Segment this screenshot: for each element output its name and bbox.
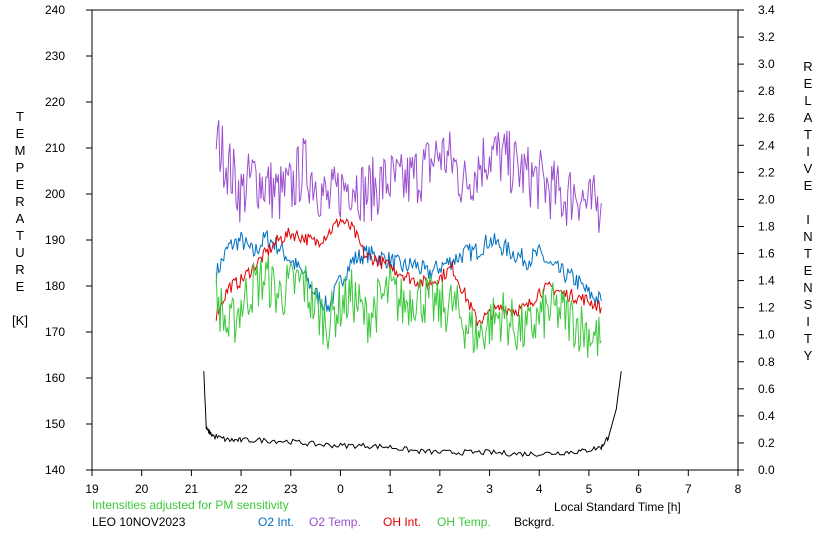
right-label-char: A (803, 110, 813, 125)
y-right-tick-label: 0.6 (758, 382, 775, 396)
legend-bckgrd: Bckgrd. (514, 515, 555, 529)
x-tick-label: 19 (85, 482, 99, 496)
left-label-char: [K] (12, 313, 28, 328)
right-label-char: E (803, 263, 813, 278)
y-left-tick-label: 240 (45, 3, 65, 17)
y-right-tick-label: 0.8 (758, 355, 775, 369)
y-right-tick-label: 3.4 (758, 3, 775, 17)
y-left-tick-label: 200 (45, 187, 65, 201)
right-label-char: I (806, 212, 810, 227)
series-line-oh-temp (215, 255, 602, 358)
x-axis: 19 20 21 22 23 0 1 2 3 4 5 6 7 8 (85, 470, 742, 496)
y-axis-left: 140 150 160 170 180 190 200 210 220 230 240 (45, 3, 92, 477)
x-tick-label: 20 (135, 482, 149, 496)
x-tick-label: 2 (437, 482, 444, 496)
y-right-tick-label: 1.6 (758, 247, 775, 261)
y-right-tick-label: 2.6 (758, 111, 775, 125)
right-label-char: V (803, 161, 813, 176)
legend-o2-int: O2 Int. (258, 515, 295, 529)
right-label-char: T (804, 331, 812, 346)
x-tick-label: 6 (635, 482, 642, 496)
y-right-tick-label: 1.2 (758, 301, 775, 315)
right-label-char: R (803, 59, 813, 74)
x-tick-label: 22 (234, 482, 248, 496)
y-right-tick-label: 2.4 (758, 138, 775, 152)
right-label-char: I (806, 314, 810, 329)
left-label-char: R (15, 194, 25, 209)
x-tick-label: 4 (536, 482, 543, 496)
y-right-tick-label: 0.4 (758, 409, 775, 423)
x-tick-label: 21 (185, 482, 199, 496)
left-label-char: E (15, 177, 25, 192)
right-label-char: E (803, 178, 813, 193)
x-tick-label: 1 (387, 482, 394, 496)
y-left-tick-label: 160 (45, 371, 65, 385)
series-line-bckgrd (203, 371, 622, 458)
x-tick-label: 0 (337, 482, 344, 496)
y-right-tick-label: 1.0 (758, 328, 775, 342)
left-label-char: T (16, 109, 24, 124)
left-label-char: E (15, 126, 25, 141)
left-label-char: E (15, 279, 25, 294)
series-line-oh-int (215, 217, 602, 327)
x-tick-label: 23 (284, 482, 298, 496)
legend-oh-temp: OH Temp. (437, 515, 491, 529)
legend-oh-int: OH Int. (383, 515, 422, 529)
sensitivity-note: Intensities adjusted for PM sensitivity (92, 498, 289, 512)
left-label-char (10, 295, 30, 312)
y-right-tick-label: 0.2 (758, 436, 775, 450)
right-label-char: L (804, 93, 812, 108)
right-label-char: E (803, 76, 813, 91)
left-label-char: R (15, 262, 25, 277)
y-left-tick-label: 220 (45, 95, 65, 109)
right-label-char: Y (803, 348, 813, 363)
plot-frame (91, 9, 739, 471)
right-label-char: S (803, 297, 813, 312)
right-label-char (798, 194, 818, 211)
left-label-char: T (16, 228, 24, 243)
right-label-char: T (804, 246, 812, 261)
series-lines (203, 119, 622, 458)
series-line-o2-temp (215, 119, 602, 233)
x-axis-title: Local Standard Time [h] (554, 500, 681, 514)
right-label-char: N (803, 229, 813, 244)
y-left-tick-label: 170 (45, 325, 65, 339)
y-right-tick-label: 1.8 (758, 219, 775, 233)
y-right-tick-label: 3.2 (758, 30, 775, 44)
y-right-tick-label: 3.0 (758, 57, 775, 71)
left-label-char: M (14, 143, 26, 158)
x-tick-label: 7 (685, 482, 692, 496)
y-right-tick-label: 2.0 (758, 192, 775, 206)
left-label-char: U (15, 245, 25, 260)
y-left-tick-label: 150 (45, 417, 65, 431)
y-axis-right: 0.0 0.2 0.4 0.6 0.8 1.0 1.2 1.4 1.6 1.8 2.0 2.2 2.4 2… (738, 3, 775, 477)
right-label-char: T (804, 127, 812, 142)
y-right-tick-label: 0.0 (758, 463, 775, 477)
y-left-tick-label: 190 (45, 233, 65, 247)
y-left-tick-label: 180 (45, 279, 65, 293)
y-right-tick-label: 2.2 (758, 165, 775, 179)
x-tick-label: 8 (735, 482, 742, 496)
right-label-char: N (803, 280, 813, 295)
x-tick-label: 3 (486, 482, 493, 496)
y-right-tick-label: 2.8 (758, 84, 775, 98)
y-right-tick-label: 1.4 (758, 274, 775, 288)
left-label-char: A (15, 211, 25, 226)
series-line-o2-int (215, 229, 602, 312)
y-left-tick-label: 140 (45, 463, 65, 477)
y-left-tick-label: 230 (45, 49, 65, 63)
right-label-char: I (806, 144, 810, 159)
legend-o2-temp: O2 Temp. (309, 515, 361, 529)
station-date: LEO 10NOV2023 (92, 515, 186, 529)
y-left-tick-label: 210 (45, 141, 65, 155)
x-tick-label: 5 (586, 482, 593, 496)
left-label-char: P (15, 160, 25, 175)
